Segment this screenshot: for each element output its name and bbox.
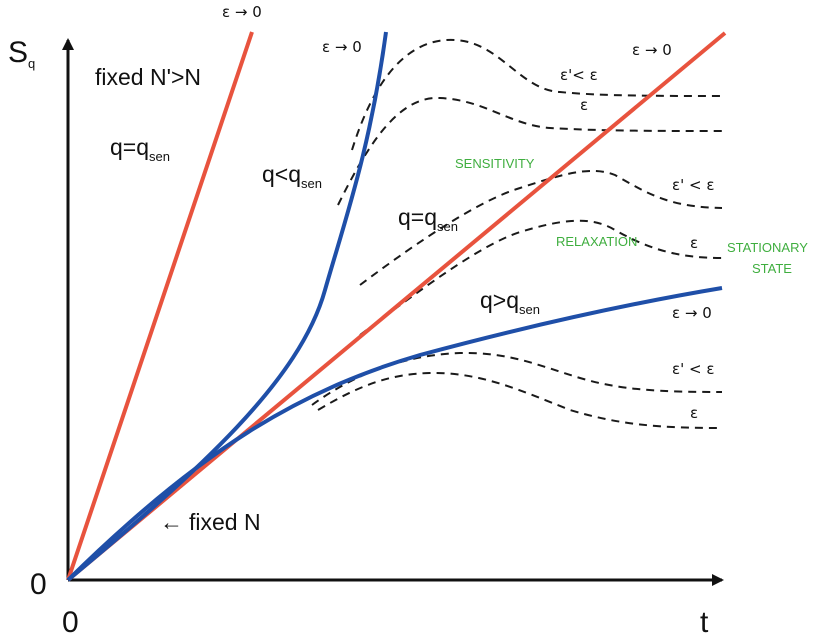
eps-low: ε: [690, 404, 698, 422]
dashed-mid-eps: [359, 219, 723, 336]
eps-blue-right: ε → 0: [672, 304, 712, 322]
dashed-low-eps: [317, 371, 723, 429]
dashed-upper-eps-prime: [351, 38, 723, 151]
origin-y-label: 0: [30, 568, 47, 601]
eps-low-prime: ε' < ε: [672, 360, 714, 378]
blue-curve-q-greater: [66, 286, 723, 582]
label-q-greater: q>qsen: [480, 287, 540, 317]
eps-upper: ε: [580, 96, 588, 114]
eps-upper-prime: ε'< ε: [560, 66, 598, 84]
red-line-large-n: [66, 31, 254, 581]
label-q-eq-left: q=qsen: [110, 134, 170, 164]
label-fixed-n: ← fixed N: [160, 509, 261, 535]
dashed-mid-eps-prime: [359, 169, 723, 286]
label-q-eq-mid: q=qsen: [398, 204, 458, 234]
region-stationary-line2: STATE: [752, 261, 792, 276]
y-axis-label: Sq: [8, 36, 35, 71]
eps-blue-top: ε → 0: [322, 38, 362, 56]
region-stationary-line1: STATIONARY: [727, 240, 808, 255]
eps-top-left: ε → 0: [222, 3, 262, 21]
eps-red-right: ε → 0: [632, 41, 672, 59]
label-fixed-n-prime: fixed N'>N: [95, 64, 201, 90]
dashed-curves: [311, 38, 723, 429]
eps-mid: ε: [690, 234, 698, 252]
eps-mid-prime: ε' < ε: [672, 176, 714, 194]
region-sensitivity: SENSITIVITY: [455, 156, 535, 171]
dashed-upper-eps: [337, 96, 723, 206]
blue-curve-q-less: [66, 31, 388, 582]
x-axis-label: t: [700, 606, 709, 639]
origin-x-label: 0: [62, 606, 79, 639]
region-relaxation: RELAXATION: [556, 234, 637, 249]
red-line-fixed-n: [66, 31, 727, 582]
label-q-less: q<qsen: [262, 161, 322, 191]
dashed-low-eps-prime: [311, 351, 723, 406]
